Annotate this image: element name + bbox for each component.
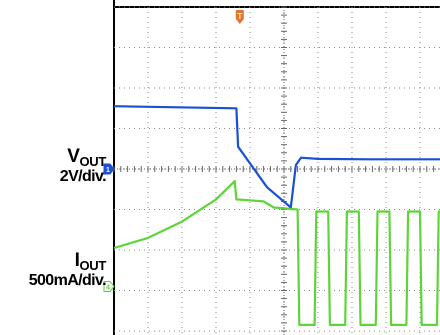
vout-ground-marker-icon <box>103 163 115 175</box>
vout-label-sub: OUT <box>79 154 106 169</box>
vout-label-main: V <box>67 146 80 167</box>
traces <box>113 105 440 326</box>
iout-label-main: I <box>74 250 80 271</box>
grid <box>113 0 440 335</box>
markers: T 1 4 <box>103 10 244 292</box>
vout-ground-marker-label: 1 <box>106 167 110 174</box>
iout-scale-label: 500mA/div. <box>28 272 107 289</box>
iout-trace <box>113 180 440 326</box>
trigger-marker-label: T <box>237 12 242 21</box>
iout-ground-marker-icon <box>103 280 115 292</box>
vout-channel-label: VOUT 2V/div. <box>59 146 107 186</box>
trigger-marker-icon <box>235 10 244 24</box>
iout-channel-label: IOUT 500mA/div. <box>28 250 107 290</box>
iout-ground-marker-label: 4 <box>106 284 110 291</box>
vout-scale-label: 2V/div. <box>59 168 107 185</box>
vout-trace <box>113 105 440 209</box>
iout-label-sub: OUT <box>79 258 106 273</box>
